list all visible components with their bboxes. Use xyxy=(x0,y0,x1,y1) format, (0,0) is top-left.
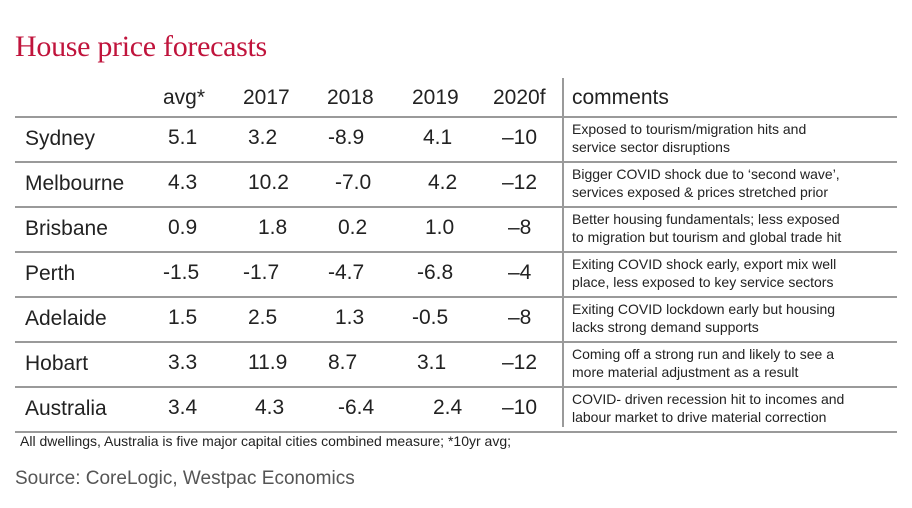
cell-2018: 1.3 xyxy=(335,306,365,329)
cell-2019: -0.5 xyxy=(412,306,449,329)
cell-avg: 1.5 xyxy=(168,306,198,329)
row-comment: Exiting COVID lockdown early but housing… xyxy=(572,300,900,336)
cell-2020f: –12 xyxy=(502,171,538,194)
cell-2020f: –8 xyxy=(508,306,532,329)
city-label: Perth xyxy=(25,262,76,285)
table-row: Perth -1.5 -1.7 -4.7 -6.8 –4 Exiting COV… xyxy=(15,253,897,298)
cell-avg: 4.3 xyxy=(168,171,198,194)
cell-2018: -8.9 xyxy=(328,126,365,149)
row-comment: Bigger COVID shock due to ‘second wave’,… xyxy=(572,165,900,201)
cell-2020f: –10 xyxy=(502,396,538,419)
row-comment: COVID- driven recession hit to incomes a… xyxy=(572,390,900,426)
city-label: Hobart xyxy=(25,352,89,375)
cell-avg: 0.9 xyxy=(168,216,198,239)
cell-2018: -6.4 xyxy=(338,396,375,419)
cell-2017: 1.8 xyxy=(258,216,288,239)
comment-line: place, less exposed to key service secto… xyxy=(572,274,834,290)
footnote: All dwellings, Australia is five major c… xyxy=(20,433,511,449)
header-2019: 2019 xyxy=(412,86,459,109)
cell-2020f: –4 xyxy=(508,261,532,284)
header-comments: comments xyxy=(572,86,669,109)
comment-line: Better housing fundamentals; less expose… xyxy=(572,211,840,227)
source-note: Source: CoreLogic, Westpac Economics xyxy=(15,468,355,489)
table-row: Hobart 3.3 11.9 8.7 3.1 –12 Coming off a… xyxy=(15,343,897,388)
page-title: House price forecasts xyxy=(15,30,267,63)
table-row: Adelaide 1.5 2.5 1.3 -0.5 –8 Exiting COV… xyxy=(15,298,897,343)
cell-avg: 5.1 xyxy=(168,126,198,149)
cell-2020f: –10 xyxy=(502,126,538,149)
cell-2020f: –12 xyxy=(502,351,538,374)
comment-line: service sector disruptions xyxy=(572,139,730,155)
comment-line: COVID- driven recession hit to incomes a… xyxy=(572,391,845,407)
table-header: avg* 2017 2018 2019 2020f comments xyxy=(15,80,897,118)
cell-2020f: –8 xyxy=(508,216,532,239)
cell-2017: 4.3 xyxy=(255,396,285,419)
city-label: Brisbane xyxy=(25,217,108,240)
cell-avg: -1.5 xyxy=(163,261,200,284)
cell-2019: 2.4 xyxy=(433,396,463,419)
comment-line: services exposed & prices stretched prio… xyxy=(572,184,828,200)
cell-2017: 3.2 xyxy=(248,126,278,149)
cell-2017: 11.9 xyxy=(248,351,288,374)
comment-line: Exiting COVID shock early, export mix we… xyxy=(572,256,837,272)
row-comment: Exposed to tourism/migration hits and se… xyxy=(572,120,900,156)
comment-line: Bigger COVID shock due to ‘second wave’, xyxy=(572,166,840,182)
table-row: Australia 3.4 4.3 -6.4 2.4 –10 COVID- dr… xyxy=(15,388,897,433)
cell-avg: 3.4 xyxy=(168,396,198,419)
comments-divider xyxy=(562,78,564,427)
cell-2018: 8.7 xyxy=(328,351,358,374)
cell-2018: -4.7 xyxy=(328,261,365,284)
comment-line: Exiting COVID lockdown early but housing xyxy=(572,301,836,317)
comment-line: more material adjustment as a result xyxy=(572,364,799,380)
comment-line: Coming off a strong run and likely to se… xyxy=(572,346,835,362)
cell-2017: -1.7 xyxy=(243,261,280,284)
cell-2019: 3.1 xyxy=(417,351,447,374)
row-comment: Coming off a strong run and likely to se… xyxy=(572,345,900,381)
comment-line: Exposed to tourism/migration hits and xyxy=(572,121,807,137)
comment-line: labour market to drive material correcti… xyxy=(572,409,827,425)
table-row: Sydney 5.1 3.2 -8.9 4.1 –10 Exposed to t… xyxy=(15,118,897,163)
row-comment: Better housing fundamentals; less expose… xyxy=(572,210,900,246)
cell-2019: 4.1 xyxy=(423,126,453,149)
cell-2017: 2.5 xyxy=(248,306,278,329)
header-2018: 2018 xyxy=(327,86,374,109)
table-row: Brisbane 0.9 1.8 0.2 1.0 –8 Better housi… xyxy=(15,208,897,253)
cell-avg: 3.3 xyxy=(168,351,198,374)
city-label: Sydney xyxy=(25,127,96,150)
header-2017: 2017 xyxy=(243,86,290,109)
cell-2019: 1.0 xyxy=(425,216,455,239)
header-avg: avg* xyxy=(163,86,206,109)
city-label: Melbourne xyxy=(25,172,125,195)
comment-line: lacks strong demand supports xyxy=(572,319,759,335)
header-2020f: 2020f xyxy=(493,86,546,109)
cell-2018: -7.0 xyxy=(335,171,372,194)
city-label: Australia xyxy=(25,397,107,420)
cell-2019: -6.8 xyxy=(417,261,454,284)
cell-2019: 4.2 xyxy=(428,171,458,194)
table-row: Melbourne 4.3 10.2 -7.0 4.2 –12 Bigger C… xyxy=(15,163,897,208)
row-comment: Exiting COVID shock early, export mix we… xyxy=(572,255,900,291)
city-label: Adelaide xyxy=(25,307,107,330)
cell-2017: 10.2 xyxy=(248,171,289,194)
comment-line: to migration but tourism and global trad… xyxy=(572,229,842,245)
cell-2018: 0.2 xyxy=(338,216,368,239)
